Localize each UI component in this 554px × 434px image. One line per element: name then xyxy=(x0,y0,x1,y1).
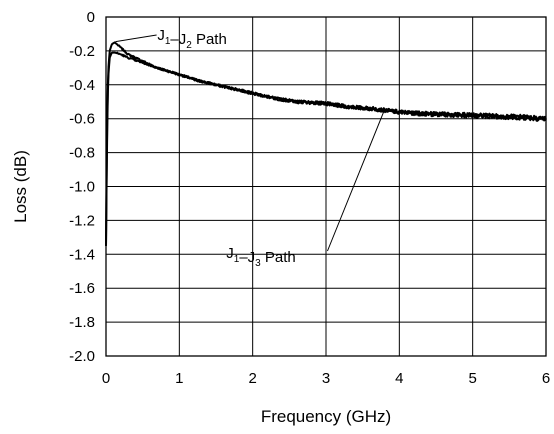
series-layer xyxy=(105,41,547,246)
x-tick-label: 1 xyxy=(175,370,183,387)
y-tick-label: -1.2 xyxy=(69,212,95,229)
y-tick-label: -2.0 xyxy=(69,348,95,365)
x-axis-label: Frequency (GHz) xyxy=(261,407,391,426)
y-tick-label: -0.8 xyxy=(69,145,95,162)
series-line-2 xyxy=(105,51,547,246)
plot-frame xyxy=(105,16,547,357)
y-tick-label: -1.4 xyxy=(69,246,95,263)
annotation-leader xyxy=(327,109,386,252)
y-tick-label: 0 xyxy=(87,9,95,26)
y-tick-label: -0.6 xyxy=(69,111,95,128)
y-tick-labels: 0 -0.2 -0.4 -0.6 -0.8 -1.0 -1.2 -1.4 -1.6 -1.8 -2.… xyxy=(69,9,95,365)
y-tick-label: -0.4 xyxy=(69,77,95,94)
x-tick-label: 3 xyxy=(322,370,330,387)
grid-layer xyxy=(105,16,547,357)
y-axis-label: Loss (dB) xyxy=(11,150,30,223)
y-tick-label: -1.8 xyxy=(69,314,95,331)
annotation-label: J1–J3 Path xyxy=(226,245,296,269)
annotations: J1–J2 Path J1–J3 Path xyxy=(115,27,386,269)
x-tick-label: 4 xyxy=(395,370,403,387)
annotation-label: J1–J2 Path xyxy=(157,27,227,51)
y-tick-label: -0.2 xyxy=(69,43,95,60)
x-tick-label: 5 xyxy=(468,370,476,387)
y-tick-label: -1.6 xyxy=(69,280,95,297)
x-tick-label: 0 xyxy=(102,370,110,387)
annotation-leader xyxy=(115,34,157,43)
x-tick-labels: 0 1 2 3 4 5 6 xyxy=(102,370,550,387)
y-tick-label: -1.0 xyxy=(69,179,95,196)
x-tick-label: 6 xyxy=(542,370,550,387)
x-tick-label: 2 xyxy=(248,370,256,387)
